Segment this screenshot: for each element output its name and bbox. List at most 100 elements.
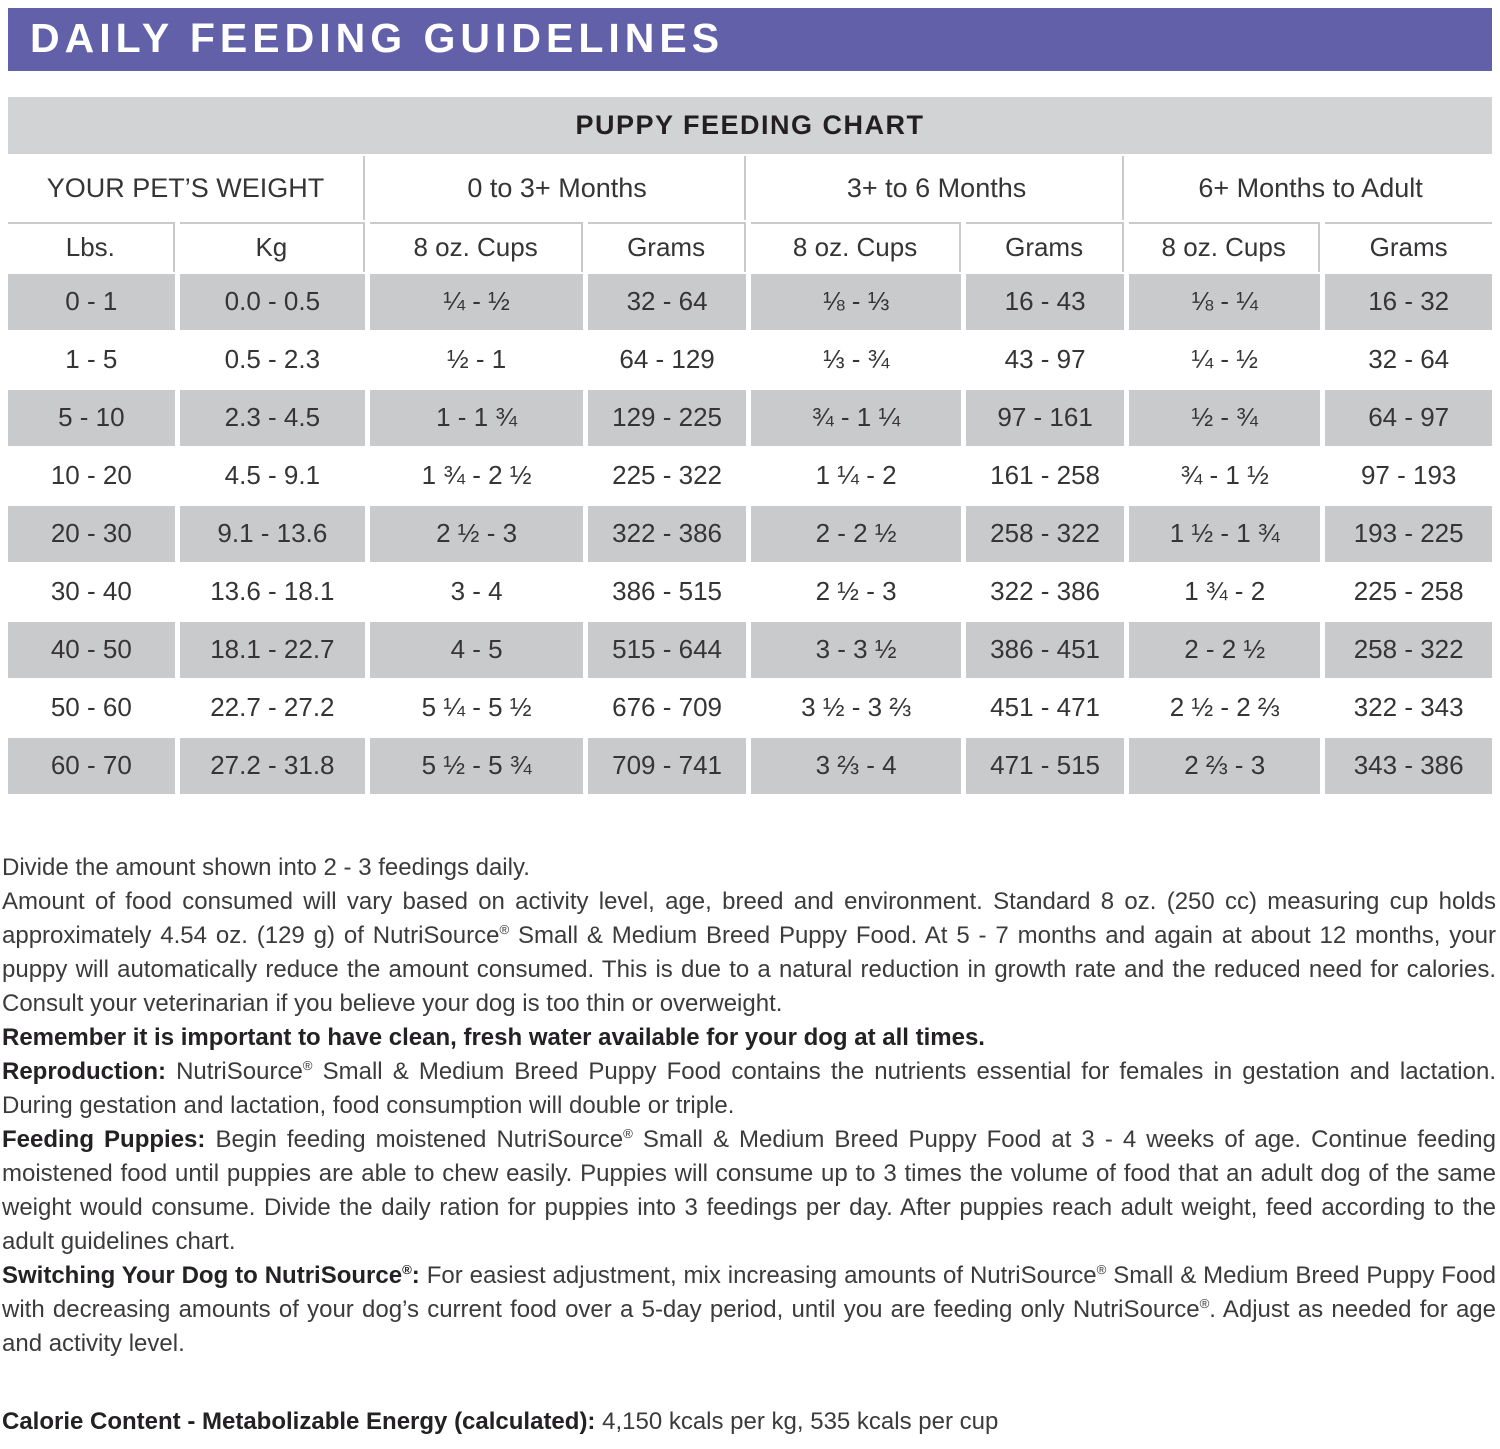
note-text-bold: Switching Your Dog to NutriSource®: xyxy=(2,1262,420,1290)
note-text-bold: Feeding Puppies: xyxy=(2,1126,206,1154)
cell-grams-6-adult: 343 - 386 xyxy=(1325,738,1492,795)
chart-title-bar: PUPPY FEEDING CHART xyxy=(8,97,1492,155)
note-text: NutriSource® Small & Medium Breed Puppy … xyxy=(2,1058,1496,1120)
cell-grams-6-adult: 225 - 258 xyxy=(1325,564,1492,621)
note-text-bold: Calorie Content - Metabolizable Energy (… xyxy=(2,1408,596,1436)
note-paragraph: Remember it is important to have clean, … xyxy=(2,1021,1496,1055)
cell-grams-0-3: 515 - 644 xyxy=(588,622,747,679)
note-paragraph: Divide the amount shown into 2 - 3 feedi… xyxy=(2,851,1496,885)
column-header-cups-0-3: 8 oz. Cups xyxy=(370,222,584,273)
cell-lbs: 10 - 20 xyxy=(8,448,175,505)
column-group-row: YOUR PET’S WEIGHT 0 to 3+ Months 3+ to 6… xyxy=(8,156,1492,221)
cell-cups-0-3: ½ - 1 xyxy=(370,332,584,389)
registered-mark: ® xyxy=(1199,1296,1210,1312)
cell-cups-6-adult: 2 ½ - 2 ⅔ xyxy=(1129,680,1321,737)
daily-feeding-guidelines-document: DAILY FEEDING GUIDELINES PUPPY FEEDING C… xyxy=(0,8,1500,1439)
cell-lbs: 60 - 70 xyxy=(8,738,175,795)
note-text: Divide the amount shown into 2 - 3 feedi… xyxy=(2,854,530,882)
cell-lbs: 20 - 30 xyxy=(8,506,175,563)
cell-kg: 9.1 - 13.6 xyxy=(179,506,366,563)
table-row: 60 - 70 27.2 - 31.8 5 ½ - 5 ¾ 709 - 741 3 ⅔ … xyxy=(8,738,1492,795)
cell-grams-0-3: 322 - 386 xyxy=(588,506,747,563)
cell-grams-6-adult: 16 - 32 xyxy=(1325,274,1492,331)
note-paragraph: Reproduction: NutriSource® Small & Mediu… xyxy=(2,1055,1496,1123)
table-row: 0 - 1 0.0 - 0.5 ¼ - ½ 32 - 64 ⅛ - ⅓ 16 - 43 ⅛ … xyxy=(8,274,1492,331)
cell-grams-3-6: 97 - 161 xyxy=(966,390,1125,447)
registered-mark: ® xyxy=(302,1058,313,1074)
column-header-grams-3-6: Grams xyxy=(966,222,1125,273)
cell-cups-0-3: 5 ¼ - 5 ½ xyxy=(370,680,584,737)
cell-cups-3-6: 3 - 3 ½ xyxy=(751,622,962,679)
cell-cups-3-6: 3 ½ - 3 ⅔ xyxy=(751,680,962,737)
cell-grams-3-6: 451 - 471 xyxy=(966,680,1125,737)
column-header-kg: Kg xyxy=(179,222,366,273)
column-header-cups-3-6: 8 oz. Cups xyxy=(751,222,962,273)
cell-lbs: 1 - 5 xyxy=(8,332,175,389)
cell-cups-0-3: 4 - 5 xyxy=(370,622,584,679)
cell-cups-3-6: ⅓ - ¾ xyxy=(751,332,962,389)
cell-kg: 13.6 - 18.1 xyxy=(179,564,366,621)
cell-grams-6-adult: 322 - 343 xyxy=(1325,680,1492,737)
cell-cups-0-3: 1 ¾ - 2 ½ xyxy=(370,448,584,505)
column-group-0-3-months: 0 to 3+ Months xyxy=(370,156,747,221)
cell-kg: 0.5 - 2.3 xyxy=(179,332,366,389)
cell-grams-6-adult: 258 - 322 xyxy=(1325,622,1492,679)
table-row: 1 - 5 0.5 - 2.3 ½ - 1 64 - 129 ⅓ - ¾ 43 - 97 ¼… xyxy=(8,332,1492,389)
column-header-lbs: Lbs. xyxy=(8,222,175,273)
cell-kg: 4.5 - 9.1 xyxy=(179,448,366,505)
note-paragraph: Switching Your Dog to NutriSource®: For … xyxy=(2,1259,1496,1361)
cell-cups-3-6: 2 ½ - 3 xyxy=(751,564,962,621)
cell-grams-6-adult: 32 - 64 xyxy=(1325,332,1492,389)
cell-lbs: 30 - 40 xyxy=(8,564,175,621)
cell-grams-3-6: 386 - 451 xyxy=(966,622,1125,679)
cell-cups-6-adult: ⅛ - ¼ xyxy=(1129,274,1321,331)
column-header-row: Lbs. Kg 8 oz. Cups Grams 8 oz. Cups Gram… xyxy=(8,222,1492,273)
calorie-content-line: Calorie Content - Metabolizable Energy (… xyxy=(2,1405,1496,1439)
column-header-grams-6-adult: Grams xyxy=(1325,222,1492,272)
cell-grams-0-3: 709 - 741 xyxy=(588,738,747,795)
column-group-3-6-months: 3+ to 6 Months xyxy=(751,156,1125,221)
cell-lbs: 40 - 50 xyxy=(8,622,175,679)
note-text: Begin feeding moistened NutriSource® Sma… xyxy=(2,1126,1496,1256)
puppy-feeding-table: YOUR PET’S WEIGHT 0 to 3+ Months 3+ to 6… xyxy=(3,154,1497,796)
cell-cups-6-adult: 2 ⅔ - 3 xyxy=(1129,738,1321,795)
cell-grams-6-adult: 193 - 225 xyxy=(1325,506,1492,563)
note-text: Amount of food consumed will vary based … xyxy=(2,888,1496,1018)
cell-cups-3-6: 3 ⅔ - 4 xyxy=(751,738,962,795)
chart-title: PUPPY FEEDING CHART xyxy=(575,110,925,141)
cell-cups-3-6: 1 ¼ - 2 xyxy=(751,448,962,505)
cell-grams-0-3: 32 - 64 xyxy=(588,274,747,331)
note-text-bold: Reproduction: xyxy=(2,1058,166,1086)
registered-mark: ® xyxy=(623,1126,633,1142)
cell-grams-0-3: 64 - 129 xyxy=(588,332,747,389)
column-header-grams-0-3: Grams xyxy=(588,222,747,273)
page-title: DAILY FEEDING GUIDELINES xyxy=(30,15,725,61)
cell-cups-3-6: ¾ - 1 ¼ xyxy=(751,390,962,447)
cell-cups-0-3: 2 ½ - 3 xyxy=(370,506,584,563)
cell-cups-6-adult: ¼ - ½ xyxy=(1129,332,1321,389)
cell-kg: 18.1 - 22.7 xyxy=(179,622,366,679)
registered-mark: ® xyxy=(499,922,510,938)
table-row: 50 - 60 22.7 - 27.2 5 ¼ - 5 ½ 676 - 709 3 ½ … xyxy=(8,680,1492,737)
cell-grams-3-6: 471 - 515 xyxy=(966,738,1125,795)
cell-grams-6-adult: 64 - 97 xyxy=(1325,390,1492,447)
cell-cups-6-adult: 2 - 2 ½ xyxy=(1129,622,1321,679)
note-text: 4,150 kcals per kg, 535 kcals per cup xyxy=(595,1408,999,1436)
cell-cups-0-3: ¼ - ½ xyxy=(370,274,584,331)
cell-grams-3-6: 258 - 322 xyxy=(966,506,1125,563)
registered-mark: ® xyxy=(1096,1262,1107,1278)
cell-kg: 0.0 - 0.5 xyxy=(179,274,366,331)
cell-grams-3-6: 322 - 386 xyxy=(966,564,1125,621)
column-group-pet-weight: YOUR PET’S WEIGHT xyxy=(8,156,366,221)
note-text: For easiest adjustment, mix increasing a… xyxy=(2,1262,1497,1358)
cell-kg: 2.3 - 4.5 xyxy=(179,390,366,447)
page-title-banner: DAILY FEEDING GUIDELINES xyxy=(8,8,1492,72)
column-header-cups-6-adult: 8 oz. Cups xyxy=(1129,222,1321,273)
cell-cups-6-adult: ¾ - 1 ½ xyxy=(1129,448,1321,505)
cell-cups-0-3: 5 ½ - 5 ¾ xyxy=(370,738,584,795)
cell-cups-0-3: 1 - 1 ¾ xyxy=(370,390,584,447)
note-paragraph: Amount of food consumed will vary based … xyxy=(2,885,1496,1021)
table-row: 20 - 30 9.1 - 13.6 2 ½ - 3 322 - 386 2 - 2 ½… xyxy=(8,506,1492,563)
